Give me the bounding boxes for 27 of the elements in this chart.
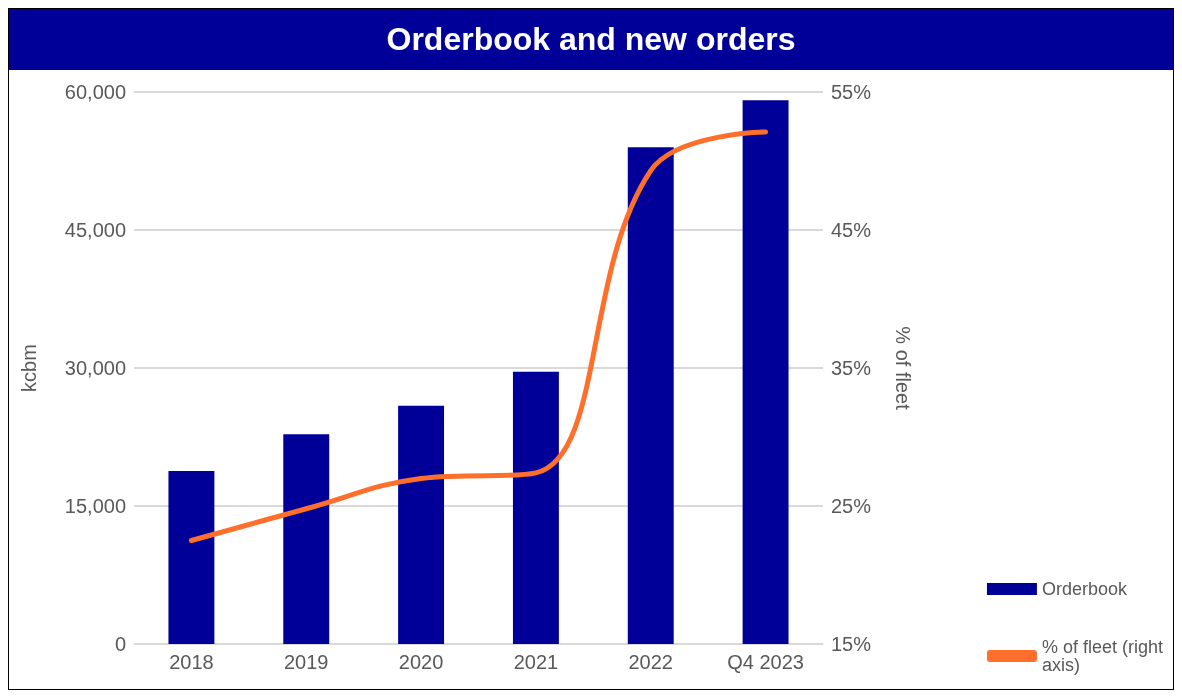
y2-tick-label: 25% — [831, 495, 872, 517]
x-tick-label: 2021 — [513, 651, 559, 673]
y2-tick-label: 45% — [831, 219, 872, 241]
y-tick-label: 15,000 — [64, 495, 126, 517]
y-axis-title: kcbm — [18, 344, 40, 392]
y2-tick-label: 35% — [831, 357, 872, 379]
x-tick-label: 2018 — [169, 651, 214, 673]
y2-axis-title: % of fleet — [892, 326, 914, 411]
bar — [283, 434, 330, 644]
legend-label: Orderbook — [1041, 579, 1128, 599]
bar — [742, 100, 789, 644]
legend-label: % of fleet (right axis) — [1041, 637, 1169, 675]
bar — [627, 147, 674, 644]
chart-title: Orderbook and new orders — [9, 9, 1173, 70]
y-tick-label: 0 — [114, 633, 126, 655]
y2-tick-label: 15% — [831, 633, 872, 655]
bar — [512, 371, 559, 644]
x-tick-label: 2019 — [284, 651, 329, 673]
y-tick-label: 60,000 — [64, 81, 126, 103]
y-tick-label: 30,000 — [64, 357, 126, 379]
y2-tick-label: 55% — [831, 81, 872, 103]
y-tick-label: 45,000 — [64, 219, 126, 241]
x-tick-label: 2022 — [628, 651, 673, 673]
x-tick-label: 2020 — [398, 651, 444, 673]
bar — [398, 405, 445, 644]
bar — [168, 471, 215, 644]
x-tick-label: Q4 2023 — [727, 651, 804, 673]
